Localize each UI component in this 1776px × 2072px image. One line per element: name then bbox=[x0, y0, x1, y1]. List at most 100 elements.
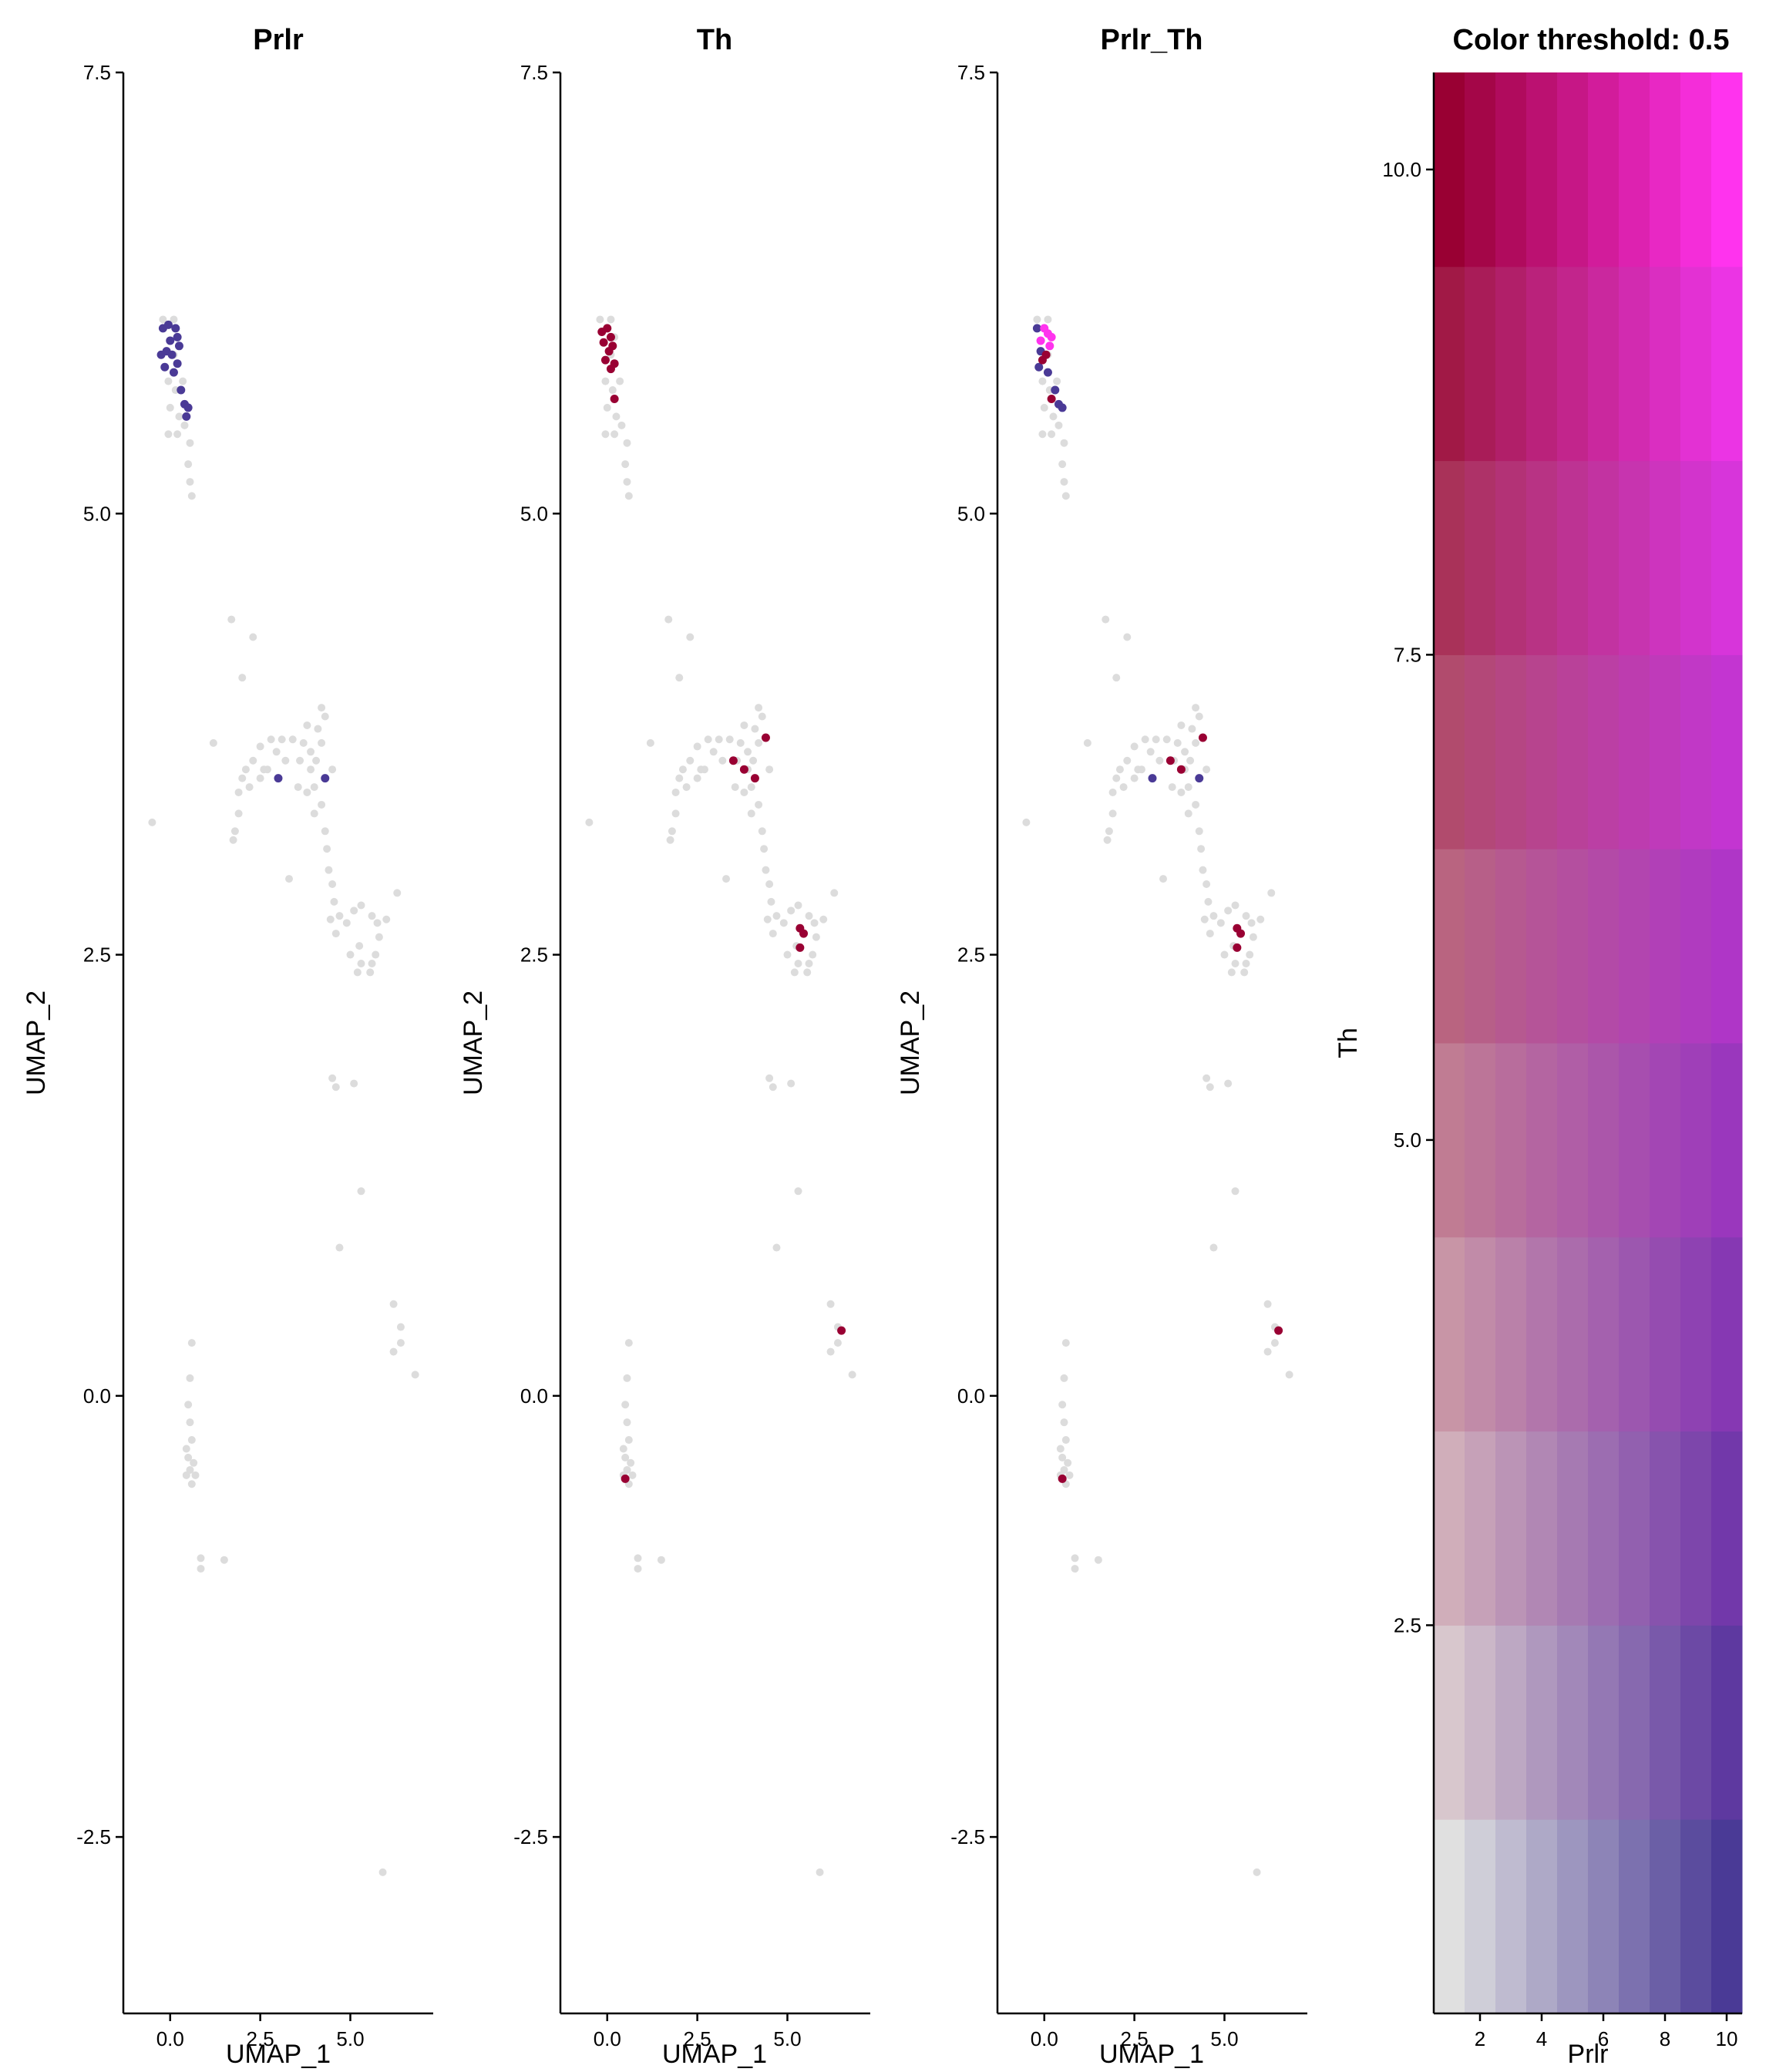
heatmap-cell bbox=[1526, 72, 1558, 267]
background-point bbox=[186, 1374, 194, 1382]
background-point bbox=[318, 738, 326, 747]
background-point bbox=[634, 1565, 642, 1573]
background-point bbox=[819, 915, 828, 923]
background-point bbox=[601, 377, 610, 385]
heatmap-cell bbox=[1495, 266, 1527, 462]
heatmap-cell bbox=[1465, 1625, 1496, 1820]
background-point bbox=[288, 735, 297, 744]
background-point bbox=[187, 1339, 196, 1347]
y-tick-label: 5.0 bbox=[520, 502, 548, 525]
x-tick-label: 2.5 bbox=[247, 2027, 274, 2050]
background-point bbox=[812, 933, 820, 941]
background-point bbox=[1249, 933, 1257, 941]
y-tick-label: 7.5 bbox=[520, 61, 548, 84]
background-point bbox=[1192, 704, 1200, 712]
background-point bbox=[1033, 315, 1041, 324]
background-point bbox=[751, 725, 759, 733]
heatmap-cell bbox=[1650, 1819, 1681, 2014]
panel-color-legend: Color threshold: 0.5 2 4 6 8 10 2.5 5.0 7.5 10.0… bbox=[1334, 24, 1743, 2069]
background-point bbox=[148, 818, 156, 826]
expressing-point bbox=[610, 394, 619, 403]
heatmap-cell bbox=[1650, 849, 1681, 1044]
expressing-point bbox=[1233, 943, 1242, 952]
expressing-point bbox=[166, 336, 175, 345]
background-point bbox=[623, 478, 631, 486]
x-tick-label: 6 bbox=[1598, 2027, 1609, 2050]
background-point bbox=[779, 919, 788, 927]
heatmap-cell bbox=[1495, 1043, 1527, 1238]
background-point bbox=[783, 950, 792, 959]
heatmap-cell bbox=[1711, 1819, 1743, 2014]
heatmap-cell bbox=[1680, 1236, 1712, 1432]
heatmap-cell bbox=[1711, 266, 1743, 462]
expressing-point bbox=[739, 765, 748, 774]
background-point bbox=[848, 1371, 856, 1379]
heatmap-cell bbox=[1711, 1236, 1743, 1432]
background-point bbox=[709, 748, 718, 756]
background-point bbox=[179, 377, 187, 385]
background-point bbox=[350, 906, 358, 915]
background-point bbox=[805, 959, 813, 967]
heatmap-cell bbox=[1588, 1819, 1620, 2014]
heatmap-cell bbox=[1619, 1043, 1650, 1238]
background-point bbox=[1061, 492, 1070, 500]
background-point bbox=[1242, 959, 1250, 967]
heatmap-cell bbox=[1650, 1625, 1681, 1820]
heatmap-cell bbox=[1434, 654, 1465, 849]
background-point bbox=[1102, 615, 1110, 624]
heatmap-cell bbox=[1711, 1625, 1743, 1820]
heatmap-cell bbox=[1465, 1819, 1496, 2014]
background-point bbox=[1152, 735, 1160, 744]
expressing-point bbox=[606, 365, 615, 374]
background-point bbox=[810, 919, 819, 927]
x-tick-label: 0.0 bbox=[1031, 2027, 1058, 2050]
background-point bbox=[342, 919, 351, 927]
heatmap-cell bbox=[1526, 266, 1558, 462]
background-point bbox=[296, 756, 304, 765]
expressing-point bbox=[167, 350, 177, 359]
background-point bbox=[1064, 1458, 1072, 1467]
background-point bbox=[229, 836, 237, 844]
background-point bbox=[1231, 1187, 1240, 1196]
expressing-point bbox=[1034, 362, 1044, 372]
expressing-point bbox=[1195, 774, 1204, 783]
background-point bbox=[805, 912, 813, 920]
x-tick-label: 4 bbox=[1536, 2027, 1547, 2050]
background-point bbox=[1054, 421, 1063, 429]
heatmap-cell bbox=[1619, 1625, 1650, 1820]
background-point bbox=[350, 1079, 358, 1088]
background-point bbox=[731, 783, 739, 792]
y-axis-label: UMAP_2 bbox=[459, 991, 488, 1095]
background-point bbox=[755, 738, 763, 747]
heatmap-cell bbox=[1680, 72, 1712, 267]
heatmap-cell bbox=[1680, 460, 1712, 655]
background-point bbox=[1204, 897, 1213, 906]
background-point bbox=[330, 897, 338, 906]
background-point bbox=[1060, 439, 1068, 447]
background-point bbox=[1071, 1554, 1079, 1562]
background-point bbox=[346, 950, 355, 959]
background-point bbox=[740, 721, 748, 729]
background-point bbox=[1134, 765, 1142, 774]
background-point bbox=[678, 765, 687, 774]
heatmap-cell bbox=[1434, 849, 1465, 1044]
background-point bbox=[373, 919, 382, 927]
background-point bbox=[197, 1565, 205, 1573]
expressing-point bbox=[837, 1326, 846, 1335]
background-point bbox=[1216, 919, 1225, 927]
heatmap-cell bbox=[1557, 849, 1589, 1044]
background-point bbox=[310, 783, 318, 792]
background-point bbox=[1048, 430, 1056, 439]
background-point bbox=[326, 915, 335, 923]
heatmap-cell bbox=[1434, 266, 1465, 462]
background-point bbox=[1197, 845, 1206, 853]
background-point bbox=[601, 430, 610, 439]
background-point bbox=[747, 809, 755, 818]
heatmap-cell bbox=[1619, 460, 1650, 655]
background-point bbox=[826, 1347, 835, 1356]
background-point bbox=[1240, 968, 1249, 977]
background-point bbox=[272, 748, 281, 756]
expressing-point bbox=[1274, 1326, 1283, 1335]
expressing-point bbox=[1043, 368, 1052, 377]
